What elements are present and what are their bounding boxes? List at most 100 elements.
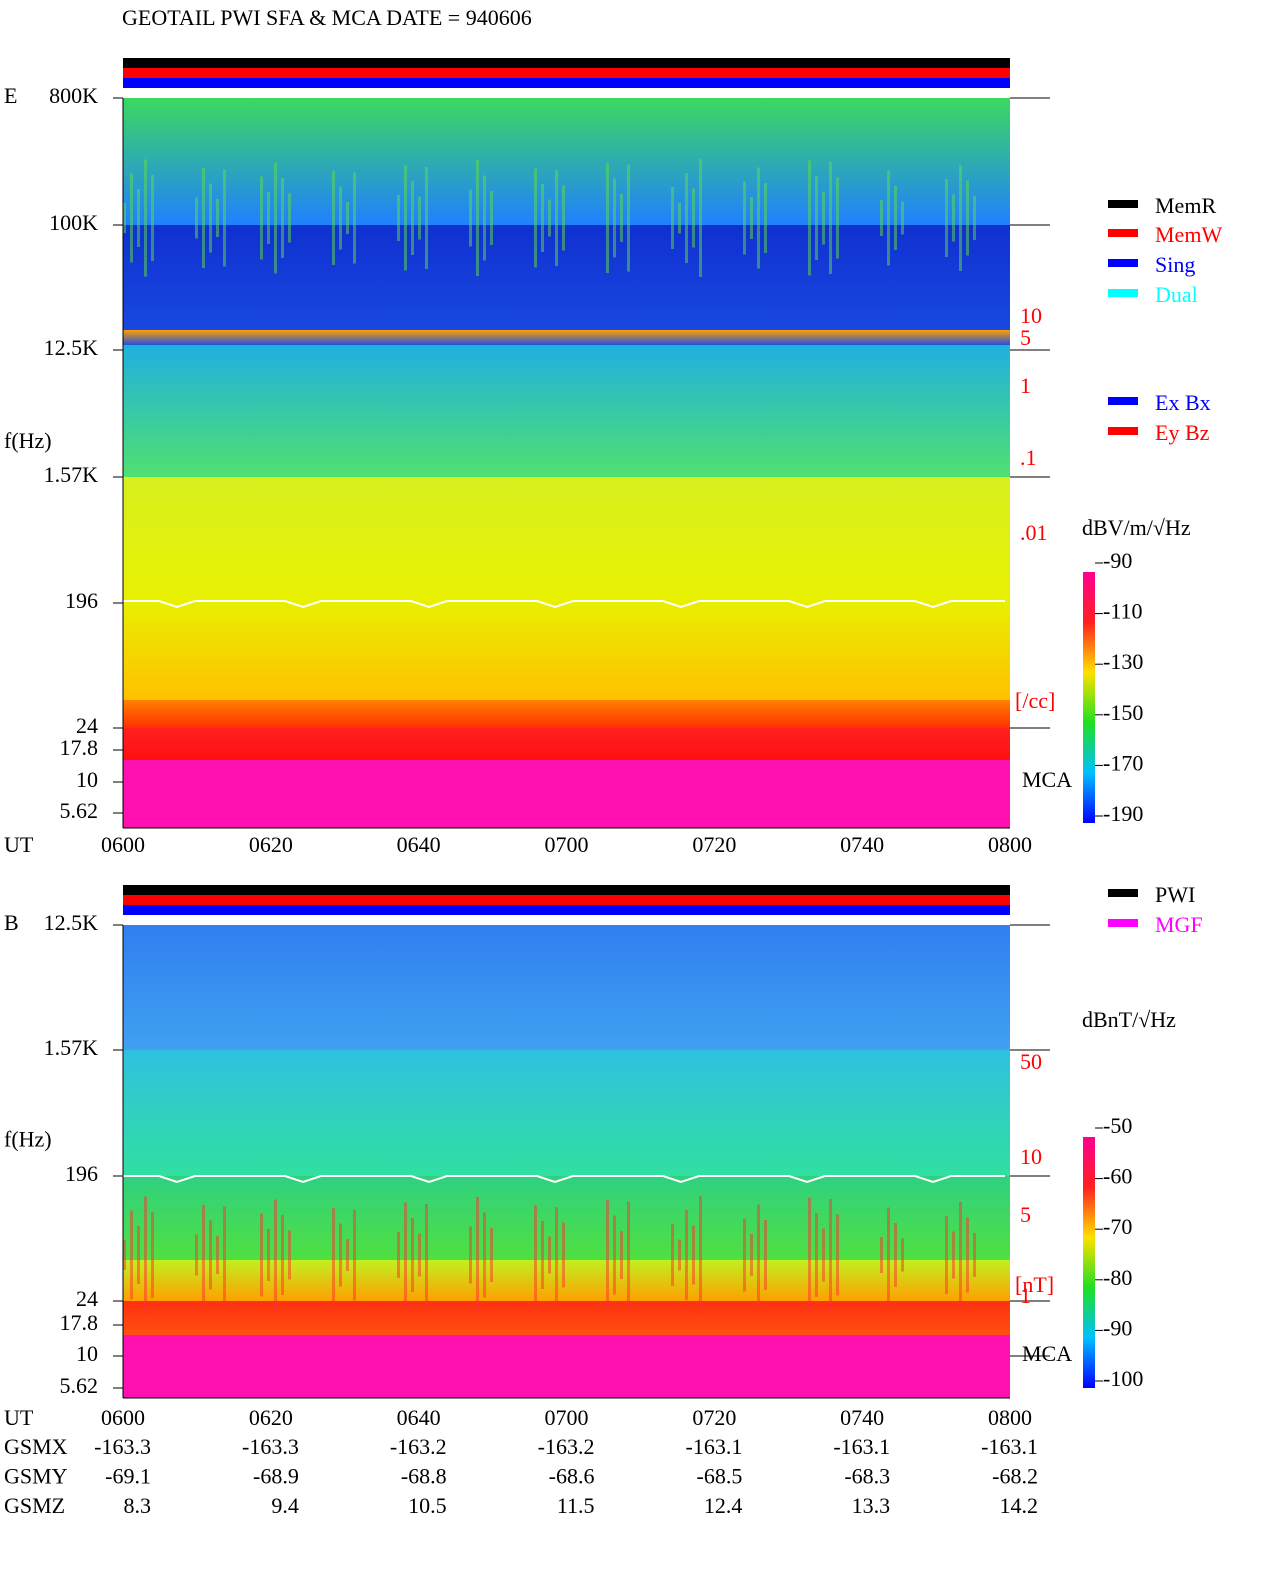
spectrogram-streak (490, 1228, 493, 1282)
spectrogram-band (123, 330, 1010, 345)
ephemeris-value: 11.5 (557, 1493, 595, 1518)
y-tick-label: 1.57K (44, 1035, 99, 1060)
spectrogram-streak (353, 1209, 356, 1301)
spectrogram-streak (534, 1205, 537, 1305)
spectrogram-streak (699, 159, 702, 277)
legend-swatch (1108, 229, 1138, 237)
spectrogram-streak (339, 186, 342, 250)
ephemeris-value: -68.9 (253, 1464, 299, 1489)
density-tick: .1 (1020, 445, 1037, 470)
spectrogram-streak (216, 1236, 219, 1274)
spectrogram-streak (469, 1226, 472, 1284)
spectrogram-streak (887, 170, 890, 266)
y-tick-label: 5.62 (60, 1373, 99, 1398)
y-tick-label: 196 (65, 1161, 98, 1186)
spectrogram-streak (555, 1207, 558, 1303)
spectrogram-streak (743, 1218, 746, 1292)
ephemeris-value: -68.3 (844, 1464, 890, 1489)
colorbar-tick-label: -80 (1103, 1265, 1132, 1290)
x-tick-label: 0740 (840, 832, 884, 857)
spectrogram-streak (267, 1229, 270, 1281)
x-tick-label: 0640 (397, 832, 441, 857)
spectrogram-streak (411, 181, 414, 255)
y-tick-label: 17.8 (60, 1310, 99, 1335)
density-tick: 50 (1020, 1049, 1042, 1074)
spectrogram-streak (411, 1218, 414, 1292)
spectrogram-streak (397, 1232, 400, 1278)
spectrogram-streak (692, 188, 695, 248)
spectrogram-streak (678, 202, 681, 234)
colorbar-tick-label: -110 (1103, 599, 1143, 624)
ephemeris-value: -68.2 (992, 1464, 1038, 1489)
ephemeris-value: 12.4 (704, 1493, 743, 1518)
spectrogram-streak (469, 189, 472, 247)
spectrogram-streak (822, 191, 825, 245)
spectrogram-streak (483, 1212, 486, 1298)
spectrogram-streak (627, 164, 630, 272)
spectrogram-band (123, 600, 1010, 700)
spectrogram-streak (123, 203, 126, 233)
legend-swatch (1108, 889, 1138, 897)
spectrogram-band (123, 760, 1010, 828)
spectrogram-streak (216, 199, 219, 237)
spectrogram-streak (808, 160, 811, 276)
x-tick-label: 0740 (840, 1405, 884, 1430)
spectrogram-streak (945, 1216, 948, 1294)
x-tick-label: 0600 (101, 1405, 145, 1430)
y-label: f(Hz) (4, 428, 52, 453)
legend-label: Dual (1155, 282, 1198, 307)
x-tick-label: 0800 (988, 1405, 1032, 1430)
spectrogram-streak (764, 183, 767, 253)
spectrogram-streak (281, 178, 284, 258)
spectrogram-streak (332, 1208, 335, 1302)
spectrogram-streak (274, 1199, 277, 1311)
spectrogram-streak (195, 1234, 198, 1276)
legend-label: Sing (1155, 252, 1195, 277)
legend-label: MemR (1155, 193, 1216, 218)
x-tick-label: 0700 (545, 832, 589, 857)
spectrogram-streak (223, 169, 226, 267)
spectrogram-streak (880, 200, 883, 236)
y-tick-label: 24 (76, 713, 98, 738)
ephemeris-value: 8.3 (124, 1493, 152, 1518)
spectrogram-streak (346, 202, 349, 234)
ephemeris-value: -163.1 (981, 1434, 1038, 1459)
legend-label: Ey Bz (1155, 420, 1210, 445)
ephemeris-value: 10.5 (408, 1493, 447, 1518)
spectrogram-streak (620, 194, 623, 242)
spectrogram-streak (281, 1215, 284, 1295)
colorbar-tick-label: -190 (1103, 801, 1143, 826)
ephemeris-value: -163.1 (686, 1434, 743, 1459)
colorbar-tick-label: -100 (1103, 1366, 1143, 1391)
density-tick: 10 (1020, 1144, 1042, 1169)
spectrogram-streak (973, 196, 976, 240)
spectrogram-streak (692, 1225, 695, 1285)
density-tick: .01 (1020, 520, 1048, 545)
colorbar (1083, 1137, 1095, 1388)
spectrogram-streak (288, 193, 291, 243)
spectrogram-streak (815, 1213, 818, 1297)
spectrogram-streak (822, 1228, 825, 1282)
x-tick-label: 0800 (988, 832, 1032, 857)
y-label: f(Hz) (4, 1127, 52, 1152)
ephemeris-value: -68.6 (549, 1464, 595, 1489)
plasma-line (123, 600, 1005, 609)
spectrogram-streak (274, 162, 277, 274)
spectrogram-streak (541, 184, 544, 252)
spectrogram-streak (548, 1236, 551, 1274)
spectrogram-band (123, 1301, 1010, 1335)
status-bar (123, 905, 1010, 915)
y-tick-label: 17.8 (60, 735, 99, 760)
colorbar-tick-label: -150 (1103, 700, 1143, 725)
status-bar (123, 68, 1010, 78)
spectrogram-streak (130, 1210, 133, 1300)
y-tick-label: 800K (49, 83, 98, 108)
y-tick-label: 10 (76, 1341, 98, 1366)
spectrogram-streak (901, 201, 904, 235)
x-tick-label: 0640 (397, 1405, 441, 1430)
title: GEOTAIL PWI SFA & MCA DATE = 940606 (122, 5, 532, 30)
spectrogram-streak (750, 197, 753, 239)
y-tick-label: 1.57K (44, 462, 99, 487)
spectrogram-streak (671, 1224, 674, 1286)
y-tick-label: 196 (65, 588, 98, 613)
